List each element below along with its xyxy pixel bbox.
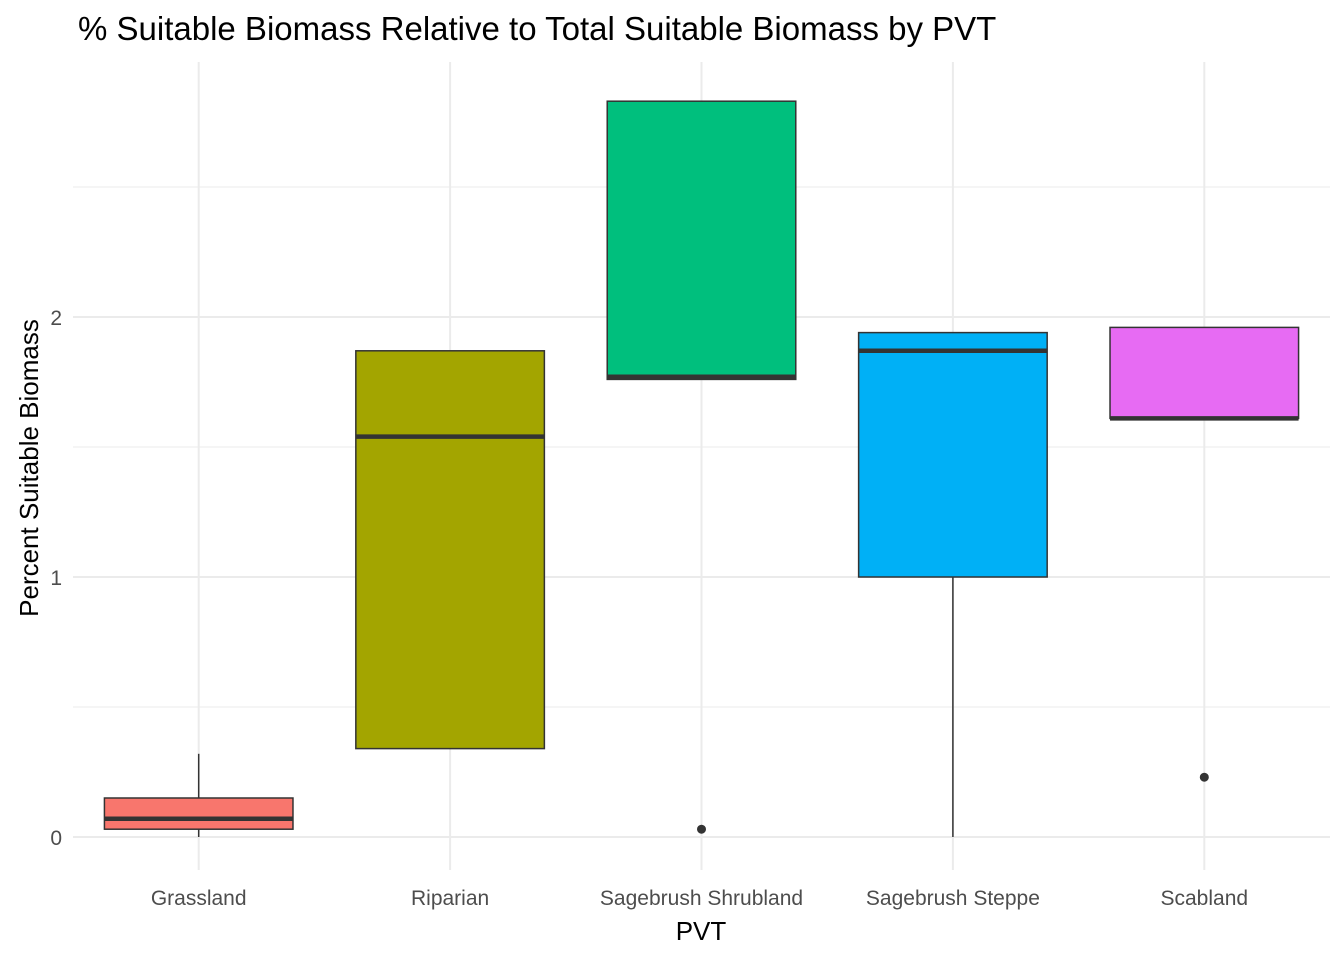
x-axis-title: PVT	[676, 916, 727, 946]
x-axis-ticks: Grassland Riparian Sagebrush Shrubland Sage…	[151, 887, 1248, 910]
box-iqr	[606, 100, 797, 381]
box-series	[103, 100, 1300, 837]
box-scabland	[1109, 326, 1300, 782]
y-axis-ticks: 0 1 2	[50, 307, 62, 850]
chart-title: % Suitable Biomass Relative to Total Sui…	[78, 10, 997, 47]
x-tick-label: Grassland	[151, 887, 247, 910]
x-tick-label: Sagebrush Steppe	[866, 887, 1040, 910]
box-sagebrush-shrubland	[606, 100, 797, 834]
y-tick-label: 0	[50, 827, 62, 850]
x-tick-label: Scabland	[1161, 887, 1249, 910]
outlier-point	[697, 824, 706, 834]
box-iqr	[355, 350, 546, 750]
x-tick-label: Sagebrush Shrubland	[600, 887, 803, 910]
box-riparian	[355, 350, 546, 750]
y-axis-title: Percent Suitable Biomass	[14, 319, 44, 617]
y-tick-label: 2	[50, 307, 62, 330]
box-iqr	[1109, 326, 1300, 420]
x-tick-label: Riparian	[411, 887, 489, 910]
box-iqr	[857, 331, 1048, 578]
y-tick-label: 1	[50, 567, 62, 590]
box-sagebrush-steppe	[857, 331, 1048, 837]
outlier-point	[1199, 772, 1209, 782]
box-iqr	[103, 797, 294, 830]
box-grassland	[103, 753, 294, 837]
